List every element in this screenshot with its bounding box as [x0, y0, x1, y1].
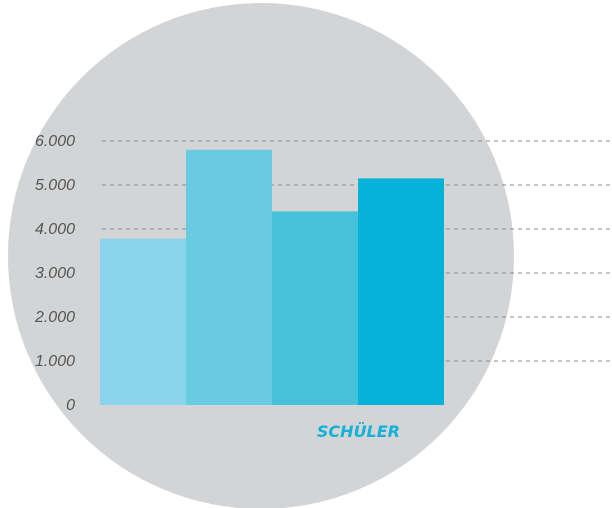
y-tick-label-6: 6.000	[35, 133, 75, 150]
bar-2	[186, 149, 272, 405]
bar-3	[272, 211, 358, 405]
y-tick-label-0: 0	[66, 397, 75, 414]
bar-4	[358, 178, 444, 405]
y-tick-label-4: 4.000	[35, 221, 75, 238]
y-tick-labels: 0 1.000 2.000 3.000 4.000 5.000 6.000	[34, 133, 75, 414]
y-tick-label-3: 3.000	[35, 265, 75, 282]
bar-1	[100, 238, 186, 405]
y-tick-label-5: 5.000	[35, 177, 75, 194]
x-axis-label: SCHÜLER	[317, 422, 400, 441]
y-tick-label-1: 1.000	[35, 353, 75, 370]
y-tick-label-2: 2.000	[34, 309, 75, 326]
bars	[100, 149, 444, 405]
